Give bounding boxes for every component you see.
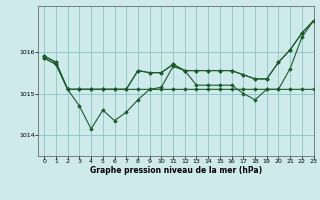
X-axis label: Graphe pression niveau de la mer (hPa): Graphe pression niveau de la mer (hPa)	[90, 166, 262, 175]
